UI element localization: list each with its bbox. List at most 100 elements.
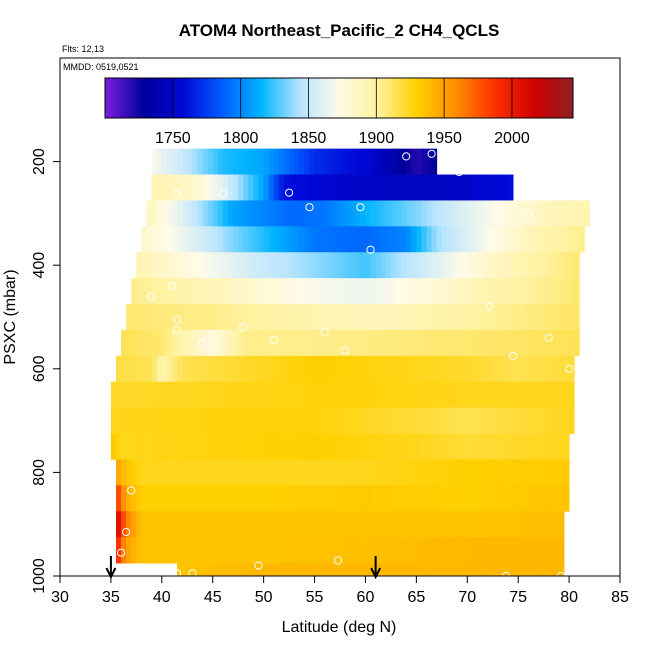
- heatmap-cell: [452, 407, 458, 434]
- heatmap-cell: [508, 511, 514, 538]
- heatmap-cell: [329, 511, 336, 538]
- heatmap-cell: [360, 511, 366, 538]
- heatmap-cell: [365, 148, 371, 175]
- heatmap-cell: [304, 459, 310, 486]
- heatmap-cell: [431, 304, 438, 331]
- data-point: [167, 281, 177, 290]
- heatmap-cell: [340, 433, 346, 460]
- heatmap-cell: [324, 511, 331, 538]
- heatmap-cell: [482, 304, 489, 331]
- heatmap-cell: [110, 407, 117, 434]
- heatmap-cell: [233, 407, 239, 434]
- heatmap-cell: [156, 329, 163, 357]
- heatmap-cell: [146, 511, 153, 538]
- heatmap-cell: [502, 563, 509, 576]
- heatmap-cell: [217, 278, 224, 305]
- heatmap-cell: [472, 226, 478, 253]
- heatmap-cell: [319, 148, 326, 175]
- heatmap-cell: [161, 278, 168, 305]
- heatmap-cell: [543, 252, 550, 279]
- heatmap-cell: [365, 174, 371, 201]
- heatmap-cell: [548, 459, 555, 486]
- heatmap-cell: [258, 252, 265, 279]
- heatmap-cell: [462, 485, 468, 512]
- heatmap-cell: [564, 252, 570, 279]
- heatmap-cell: [319, 381, 326, 409]
- heatmap-cell: [411, 278, 417, 305]
- heatmap-cell: [248, 381, 254, 409]
- heatmap-cell: [533, 226, 539, 253]
- heatmap-cell: [492, 407, 499, 434]
- heatmap-cell: [334, 459, 341, 486]
- heatmap-cell: [502, 304, 509, 331]
- data-point: [366, 245, 375, 254]
- heatmap-cell: [492, 355, 499, 383]
- heatmap-cell: [197, 174, 203, 201]
- heatmap-cell: [543, 433, 550, 460]
- heatmap-cell: [523, 226, 529, 253]
- heatmap-cell: [207, 511, 214, 538]
- heatmap-cell: [172, 511, 178, 538]
- data-point: [269, 336, 278, 345]
- heatmap-cell: [569, 381, 575, 409]
- heatmap-cell: [360, 485, 366, 512]
- heatmap-cell: [202, 407, 209, 434]
- heatmap-cell: [136, 252, 142, 279]
- heatmap-cell: [121, 355, 127, 383]
- heatmap-cell: [192, 511, 198, 538]
- heatmap-cell: [243, 148, 249, 175]
- heatmap-cell: [304, 537, 310, 564]
- heatmap-cell: [243, 226, 249, 253]
- heatmap-cell: [289, 407, 295, 434]
- heatmap-cell: [411, 485, 417, 512]
- heatmap-cell: [345, 200, 351, 227]
- heatmap-cell: [421, 485, 427, 512]
- heatmap-cell: [207, 304, 214, 331]
- heatmap-cell: [457, 381, 463, 409]
- heatmap-cell: [553, 381, 560, 409]
- heatmap-cell: [548, 329, 555, 357]
- heatmap-cell: [329, 563, 336, 576]
- heatmap-cell: [294, 459, 300, 486]
- heatmap-cell: [212, 485, 219, 512]
- heatmap-cell: [467, 174, 473, 201]
- heatmap-cell: [289, 563, 295, 576]
- heatmap-cell: [487, 485, 494, 512]
- heatmap-cell: [253, 511, 259, 538]
- heatmap-cell: [299, 304, 305, 331]
- heatmap-cell: [355, 278, 361, 305]
- heatmap-cell: [518, 511, 524, 538]
- heatmap-cell: [248, 278, 254, 305]
- heatmap-cell: [375, 329, 382, 357]
- heatmap-cell: [406, 200, 412, 227]
- heatmap-cell: [538, 355, 545, 383]
- heatmap-cell: [441, 459, 448, 486]
- heatmap-cell: [177, 252, 183, 279]
- heatmap-cell: [380, 148, 387, 175]
- heatmap-cell: [467, 329, 473, 357]
- heatmap-cell: [487, 563, 494, 576]
- heatmap-cell: [289, 278, 295, 305]
- heatmap-cell: [289, 381, 295, 409]
- heatmap-cell: [553, 226, 560, 253]
- heatmap-cell: [294, 433, 300, 460]
- heatmap-cell: [385, 433, 392, 460]
- heatmap-cell: [375, 200, 382, 227]
- heatmap-cell: [487, 252, 494, 279]
- heatmap-cell: [462, 304, 468, 331]
- heatmap-cell: [502, 485, 509, 512]
- heatmap-cell: [273, 511, 280, 538]
- heatmap-cell: [365, 459, 371, 486]
- heatmap-cell: [172, 252, 178, 279]
- data-point: [427, 149, 436, 158]
- heatmap-cell: [431, 407, 438, 434]
- heatmap-cell: [340, 329, 346, 357]
- heatmap-cell: [446, 433, 453, 460]
- heatmap-cell: [319, 433, 326, 460]
- heatmap-cell: [314, 148, 321, 175]
- heatmap-cell: [446, 407, 453, 434]
- heatmap-cell: [156, 226, 163, 253]
- heatmap-cell: [222, 511, 229, 538]
- heatmap-cell: [441, 226, 448, 253]
- heatmap-cell: [584, 200, 590, 227]
